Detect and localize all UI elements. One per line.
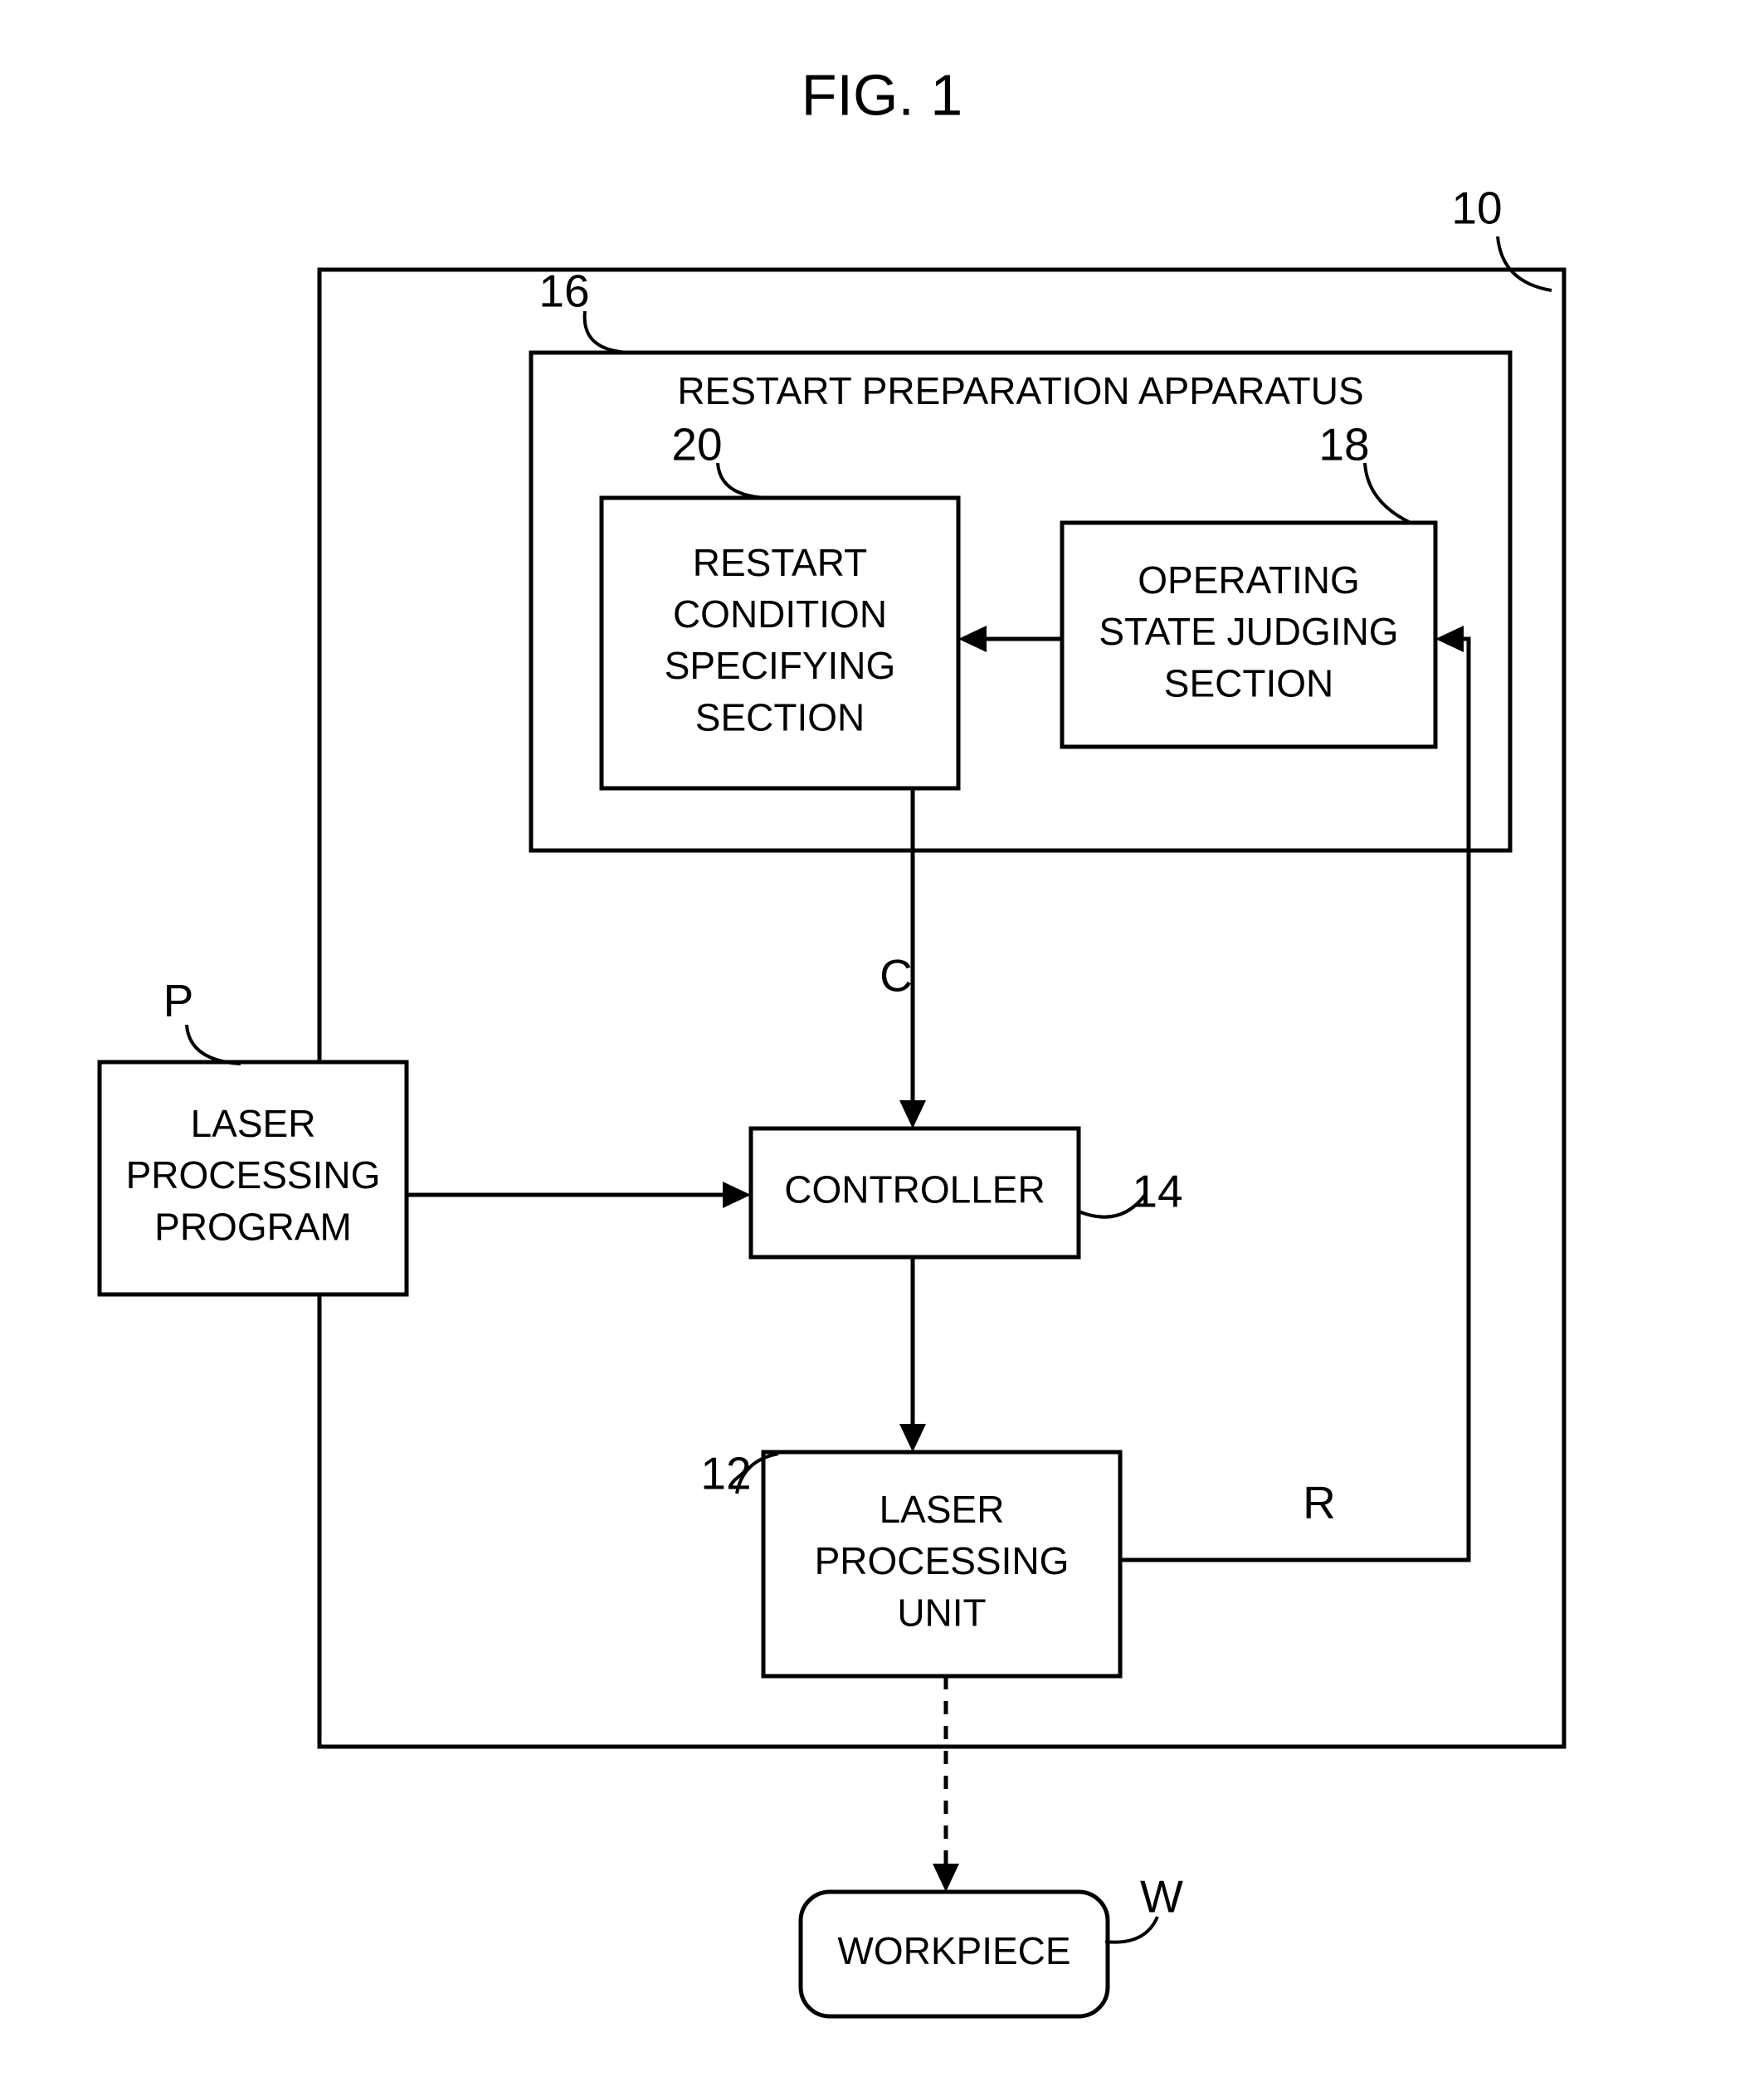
box-judging-line-1: STATE JUDGING: [1099, 610, 1398, 653]
box-unit-line-1: PROCESSING: [815, 1539, 1070, 1582]
box-restart_cond-line-2: SPECIFYING: [665, 644, 896, 687]
ref-judging: 18: [1318, 419, 1369, 470]
box-judging-line-2: SECTION: [1164, 661, 1333, 704]
figure-title: FIG. 1: [802, 62, 962, 127]
box-program-line-1: PROCESSING: [126, 1153, 381, 1197]
figure-canvas: FIG. 1 RESTART PREPARATION APPARATUS RESTA…: [0, 0, 1764, 2091]
ref-restart_cond: 20: [671, 419, 722, 470]
box-controller: CONTROLLER: [751, 1128, 1079, 1257]
box-restart_cond: RESTART CONDITION SPECIFYING SECTION: [602, 498, 958, 788]
box-apparatus-title: RESTART PREPARATION APPARATUS: [677, 369, 1363, 412]
ref-apparatus: 16: [538, 266, 589, 317]
box-workpiece: WORKPIECE: [801, 1892, 1108, 2016]
box-restart_cond-line-3: SECTION: [695, 695, 865, 738]
lead-P: [187, 1025, 241, 1064]
box-judging: OPERATING STATE JUDGING SECTION: [1062, 523, 1435, 747]
box-restart_cond-line-1: CONDITION: [673, 592, 887, 636]
box-unit-line-0: LASER: [880, 1488, 1005, 1531]
box-unit-line-2: UNIT: [897, 1591, 986, 1634]
ref-workpiece: W: [1140, 1871, 1183, 1923]
box-program: LASER PROCESSING PROGRAM: [100, 1062, 407, 1294]
ref-controller: 14: [1132, 1166, 1182, 1217]
box-unit: LASER PROCESSING UNIT: [763, 1452, 1120, 1676]
box-program-line-2: PROGRAM: [154, 1205, 352, 1248]
box-workpiece-line-0: WORKPIECE: [837, 1929, 1070, 1972]
box-restart_cond-line-0: RESTART: [693, 541, 867, 584]
ref-c_signal: C: [880, 950, 913, 1002]
unit-to-workpiece-arrowhead: [933, 1864, 959, 1892]
ref-program: P: [163, 975, 194, 1026]
ref-unit: 12: [700, 1448, 751, 1499]
box-judging-line-0: OPERATING: [1138, 558, 1360, 602]
ref-system: 10: [1451, 183, 1502, 234]
ref-r_signal: R: [1303, 1477, 1336, 1528]
box-program-line-0: LASER: [191, 1102, 316, 1145]
box-controller-line-0: CONTROLLER: [784, 1168, 1045, 1211]
